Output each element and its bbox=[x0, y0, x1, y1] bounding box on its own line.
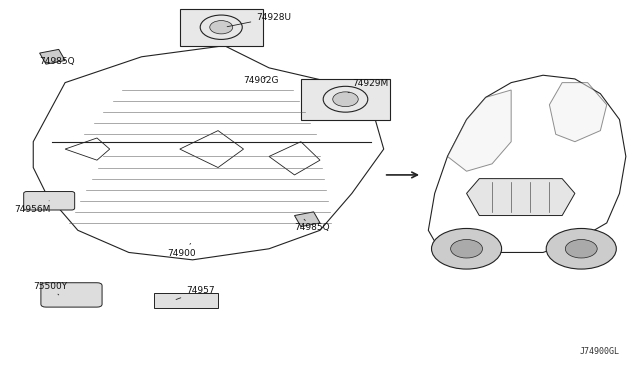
Text: 74985Q: 74985Q bbox=[40, 57, 76, 66]
Circle shape bbox=[451, 240, 483, 258]
Polygon shape bbox=[40, 49, 65, 64]
Text: 75500Y: 75500Y bbox=[33, 282, 67, 295]
FancyBboxPatch shape bbox=[24, 192, 75, 210]
FancyBboxPatch shape bbox=[180, 9, 262, 46]
FancyBboxPatch shape bbox=[154, 293, 218, 308]
Circle shape bbox=[210, 20, 233, 34]
Text: 74900: 74900 bbox=[167, 243, 196, 258]
Polygon shape bbox=[447, 90, 511, 171]
Text: 74956M: 74956M bbox=[14, 201, 51, 214]
Circle shape bbox=[431, 228, 502, 269]
Circle shape bbox=[333, 92, 358, 107]
Text: J74900GL: J74900GL bbox=[579, 347, 620, 356]
Polygon shape bbox=[294, 212, 320, 227]
Text: 74985Q: 74985Q bbox=[294, 219, 330, 232]
Text: 74928U: 74928U bbox=[227, 13, 291, 27]
FancyBboxPatch shape bbox=[301, 79, 390, 119]
Text: 74902G: 74902G bbox=[244, 76, 279, 84]
Polygon shape bbox=[549, 83, 607, 142]
Polygon shape bbox=[467, 179, 575, 215]
FancyBboxPatch shape bbox=[41, 283, 102, 307]
Circle shape bbox=[565, 240, 597, 258]
Text: 74929M: 74929M bbox=[348, 79, 388, 93]
Text: 74957: 74957 bbox=[176, 286, 215, 299]
Circle shape bbox=[546, 228, 616, 269]
